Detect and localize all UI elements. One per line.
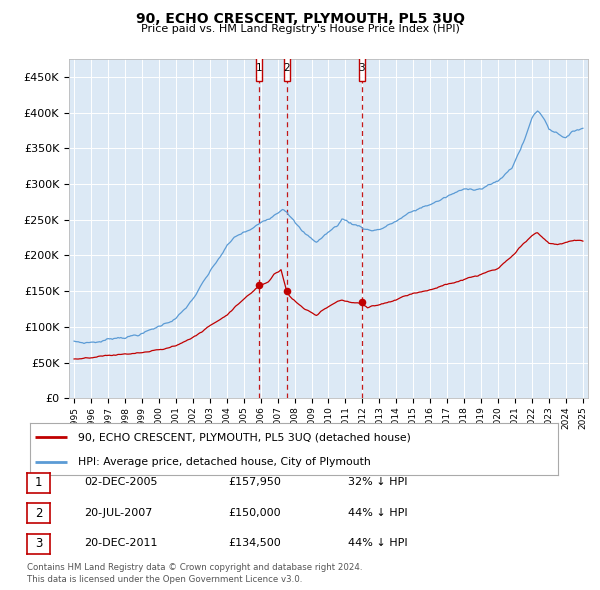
Text: £134,500: £134,500: [228, 539, 281, 548]
Text: 3: 3: [35, 537, 42, 550]
Text: Contains HM Land Registry data © Crown copyright and database right 2024.
This d: Contains HM Land Registry data © Crown c…: [27, 563, 362, 584]
Text: 90, ECHO CRESCENT, PLYMOUTH, PL5 3UQ (detached house): 90, ECHO CRESCENT, PLYMOUTH, PL5 3UQ (de…: [77, 432, 410, 442]
Point: [282, 286, 292, 296]
Text: 3: 3: [359, 63, 365, 73]
Text: 1: 1: [35, 476, 42, 489]
Text: 1: 1: [256, 63, 263, 73]
Text: 32% ↓ HPI: 32% ↓ HPI: [348, 477, 407, 487]
Text: 2: 2: [284, 63, 290, 73]
Point: [254, 281, 264, 290]
Text: 20-DEC-2011: 20-DEC-2011: [84, 539, 157, 548]
Text: HPI: Average price, detached house, City of Plymouth: HPI: Average price, detached house, City…: [77, 457, 370, 467]
Text: 44% ↓ HPI: 44% ↓ HPI: [348, 539, 407, 548]
Bar: [256, 55, 262, 81]
Text: 20-JUL-2007: 20-JUL-2007: [84, 508, 152, 517]
Text: £157,950: £157,950: [228, 477, 281, 487]
Text: £150,000: £150,000: [228, 508, 281, 517]
Text: 90, ECHO CRESCENT, PLYMOUTH, PL5 3UQ: 90, ECHO CRESCENT, PLYMOUTH, PL5 3UQ: [136, 12, 464, 26]
Text: Price paid vs. HM Land Registry's House Price Index (HPI): Price paid vs. HM Land Registry's House …: [140, 24, 460, 34]
Bar: [284, 55, 290, 81]
Text: 44% ↓ HPI: 44% ↓ HPI: [348, 508, 407, 517]
Text: 2: 2: [35, 507, 42, 520]
Text: 02-DEC-2005: 02-DEC-2005: [84, 477, 157, 487]
Bar: [359, 55, 365, 81]
Point: [357, 297, 367, 307]
